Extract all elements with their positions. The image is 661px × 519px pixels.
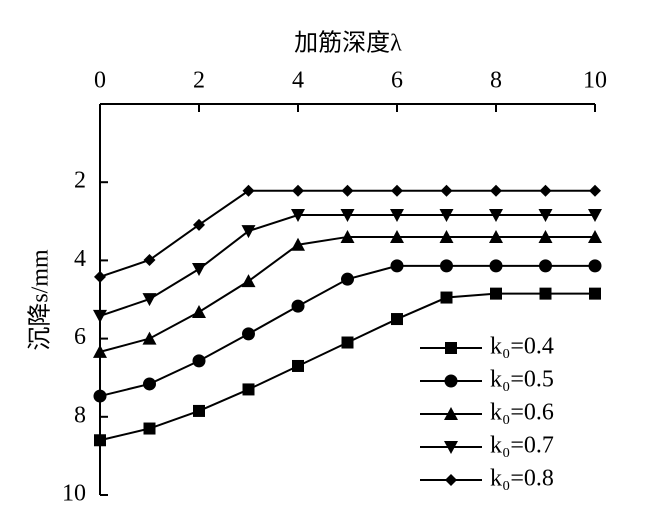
marker — [93, 309, 107, 323]
marker — [489, 229, 503, 243]
marker — [490, 184, 502, 197]
marker — [390, 259, 404, 273]
marker — [440, 184, 453, 197]
marker — [94, 270, 106, 283]
y-axis-label: 沉降s/mm — [27, 249, 54, 351]
marker — [489, 209, 503, 223]
marker — [291, 237, 305, 251]
marker — [439, 229, 454, 243]
y-tick-label: 10 — [62, 481, 86, 507]
x-tick-label: 2 — [193, 68, 205, 94]
x-tick-label: 6 — [391, 68, 403, 94]
marker — [390, 229, 404, 243]
marker — [340, 209, 355, 223]
marker — [588, 209, 602, 223]
marker — [391, 313, 403, 326]
marker — [142, 331, 157, 345]
legend-label: k₀=0.4 — [490, 334, 554, 360]
marker — [439, 209, 454, 223]
marker — [444, 441, 458, 454]
marker — [193, 218, 205, 231]
y-tick-label: 2 — [74, 168, 86, 194]
marker — [94, 434, 106, 447]
x-tick-label: 0 — [94, 68, 106, 94]
marker — [143, 254, 156, 267]
marker — [341, 272, 354, 286]
marker — [192, 263, 206, 277]
marker — [242, 184, 255, 197]
marker — [538, 209, 553, 223]
marker — [142, 293, 157, 307]
marker — [242, 327, 255, 341]
marker — [589, 184, 601, 197]
legend-label: k₀=0.5 — [490, 367, 554, 393]
legend-label: k₀=0.8 — [490, 466, 554, 492]
marker — [341, 184, 354, 197]
marker — [588, 259, 602, 273]
marker — [445, 342, 457, 354]
legend-label: k₀=0.6 — [490, 400, 554, 426]
marker — [444, 407, 458, 420]
marker — [292, 184, 304, 197]
marker — [340, 229, 355, 243]
marker — [444, 374, 458, 388]
marker — [440, 291, 453, 304]
y-tick-label: 4 — [74, 246, 86, 272]
marker — [539, 184, 552, 197]
marker — [291, 209, 305, 223]
marker — [291, 299, 305, 313]
y-tick-label: 8 — [74, 402, 86, 428]
marker — [588, 229, 602, 243]
marker — [539, 287, 552, 300]
marker — [143, 422, 156, 435]
x-tick-label: 8 — [490, 68, 502, 94]
marker — [390, 209, 404, 223]
marker — [489, 259, 503, 273]
marker — [341, 336, 354, 349]
marker — [241, 274, 256, 288]
x-axis-label: 加筋深度λ — [294, 30, 402, 57]
marker — [490, 287, 502, 300]
marker — [143, 377, 156, 391]
marker — [538, 229, 553, 243]
marker — [589, 287, 601, 300]
y-tick-label: 6 — [74, 324, 86, 350]
x-tick-label: 10 — [583, 68, 607, 94]
x-tick-label: 4 — [292, 68, 304, 94]
marker — [440, 259, 453, 273]
marker — [192, 354, 206, 368]
marker — [93, 344, 107, 358]
marker — [192, 305, 206, 319]
marker — [391, 184, 403, 197]
marker — [539, 259, 552, 273]
marker — [93, 389, 107, 403]
marker — [242, 383, 255, 396]
legend-label: k₀=0.7 — [490, 433, 554, 459]
marker — [193, 404, 205, 417]
marker — [445, 474, 457, 486]
marker — [292, 359, 304, 372]
marker — [241, 225, 256, 239]
